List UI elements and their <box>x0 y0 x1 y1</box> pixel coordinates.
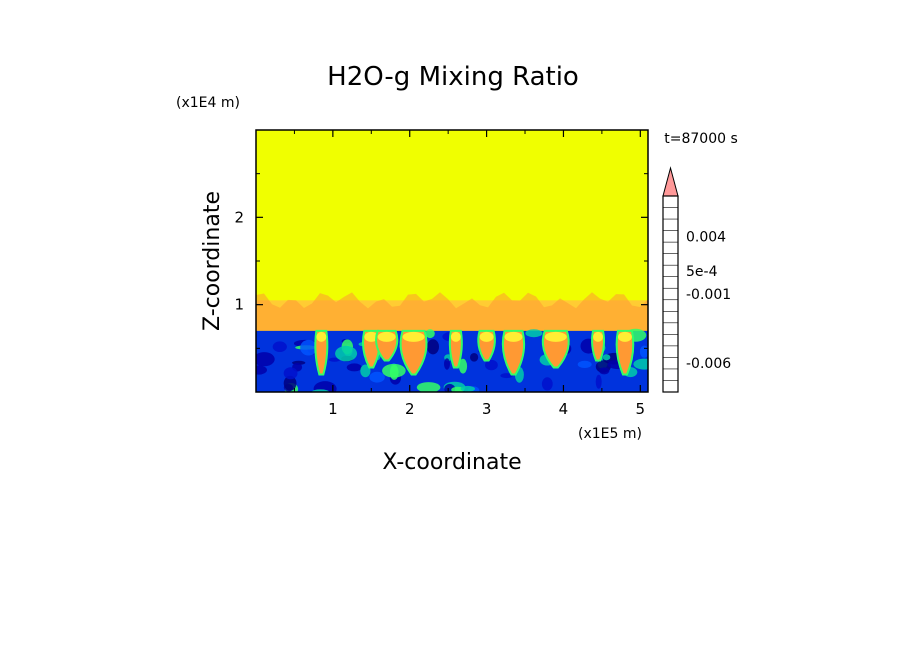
texture-blob <box>425 329 435 339</box>
texture-blob <box>346 363 362 372</box>
plume <box>502 330 525 375</box>
plume-cap <box>544 331 567 342</box>
texture-blob <box>369 371 385 383</box>
colorbar-label: -0.001 <box>686 287 731 303</box>
tick-marks: 1 2 3 4 5 1 2 <box>234 130 648 418</box>
texture-blob <box>470 353 479 362</box>
texture-blob <box>602 354 611 361</box>
colorbar: 0.004 5e-4 -0.001 -0.006 <box>662 166 731 393</box>
plot-area <box>256 130 648 392</box>
texture-blob <box>500 373 513 379</box>
chart-title: H2O-g Mixing Ratio <box>327 62 579 92</box>
plume-cap <box>450 331 461 342</box>
x-tick-label: 1 <box>328 400 338 418</box>
plume-edge <box>501 329 526 376</box>
plume <box>400 330 427 375</box>
texture-blob <box>283 367 298 380</box>
x-scale-label: (x1E5 m) <box>578 426 642 442</box>
texture-blob <box>300 339 317 356</box>
texture-blob <box>460 385 475 392</box>
y-tick-label: 2 <box>234 208 244 226</box>
plume-edge <box>314 329 329 376</box>
texture-blob <box>382 363 406 378</box>
x-tick-label: 2 <box>405 400 415 418</box>
texture-blob <box>599 367 610 375</box>
colorbar-label: -0.006 <box>686 356 731 372</box>
colorbar-label: 5e-4 <box>686 264 718 280</box>
x-tick-label: 4 <box>559 400 569 418</box>
plume-edge <box>615 329 635 376</box>
plume-edge <box>591 329 606 362</box>
plume <box>616 330 634 375</box>
plume <box>315 330 328 375</box>
texture-blob <box>328 357 341 362</box>
plume-cap <box>364 331 379 342</box>
texture-blob <box>272 341 287 353</box>
colorbar-frame <box>662 195 679 393</box>
texture-blob <box>360 364 371 378</box>
plume-cap <box>479 331 494 342</box>
plume-edge <box>477 329 496 362</box>
texture-blob <box>427 339 439 355</box>
plume-cap <box>402 331 425 342</box>
texture-blob <box>595 374 602 389</box>
texture-blob <box>283 375 297 391</box>
texture-blob <box>313 381 337 392</box>
texture-blob <box>335 345 358 362</box>
texture-blob <box>541 377 553 391</box>
texture-blob <box>444 358 450 370</box>
x-tick-label: 5 <box>636 400 646 418</box>
plume-edge <box>399 329 428 376</box>
transition-texture <box>256 292 648 331</box>
plume-edge <box>448 329 463 369</box>
y-axis-title: Z-coordinate <box>200 191 225 331</box>
colorbar-label: 0.004 <box>686 229 726 245</box>
plume-cap <box>316 331 327 342</box>
y-scale-label: (x1E4 m) <box>176 95 240 111</box>
texture-blob <box>256 365 267 375</box>
colorbar-extend-arrow <box>662 166 679 197</box>
plume-edge <box>375 329 399 362</box>
texture-blob <box>416 382 441 392</box>
plume-cap <box>617 331 632 342</box>
plume-cap <box>504 331 523 342</box>
plume-cap <box>377 331 396 342</box>
x-tick-label: 3 <box>482 400 492 418</box>
texture-blob <box>577 360 592 368</box>
plume-edge <box>541 329 570 369</box>
x-axis-title: X-coordinate <box>382 450 521 475</box>
texture-blob <box>256 352 275 367</box>
texture-blob <box>458 358 468 374</box>
time-label: t=87000 s <box>664 131 738 147</box>
plume-cap <box>593 331 604 342</box>
y-tick-label: 1 <box>234 296 244 314</box>
texture-blob <box>633 358 648 370</box>
texture-blob <box>525 329 543 338</box>
texture-blob <box>485 359 498 371</box>
